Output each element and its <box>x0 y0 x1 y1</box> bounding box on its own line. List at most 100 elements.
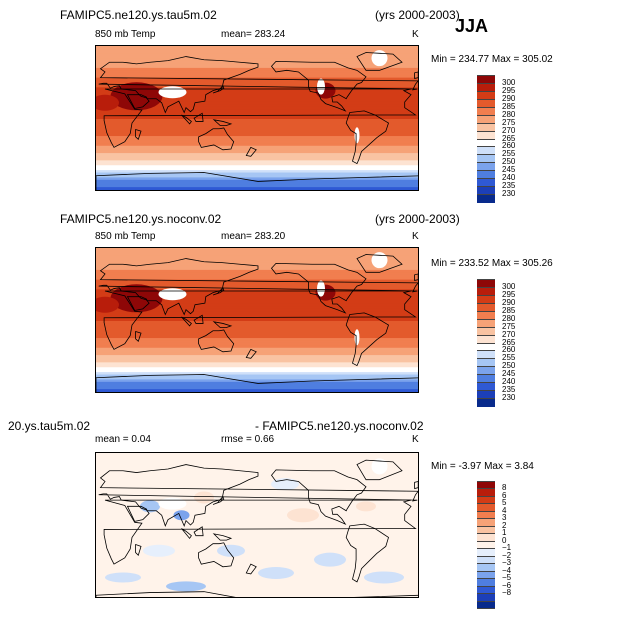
field-band <box>96 294 418 298</box>
field-band <box>96 325 418 329</box>
field-band <box>96 318 418 322</box>
field-band <box>96 362 418 366</box>
field-band <box>96 160 418 164</box>
land-outline <box>193 314 204 324</box>
colorbar-cell <box>477 390 495 399</box>
colorbar-tick-label: 260 <box>502 141 516 151</box>
field-band <box>96 167 418 171</box>
colorbar-cell <box>477 593 495 602</box>
colorbar-tick-label: 265 <box>502 133 516 143</box>
masked-region <box>158 497 187 510</box>
colorbar-cell <box>477 310 495 320</box>
masked-region <box>371 50 388 67</box>
field-band <box>96 184 418 188</box>
panel1-colorbar <box>477 75 495 203</box>
anomaly-region <box>356 501 376 512</box>
colorbar-tick-label: 240 <box>502 377 516 387</box>
colorbar-tick-label: −4 <box>502 565 512 575</box>
field-band <box>96 165 418 169</box>
field-band <box>96 359 418 363</box>
panel2-mean: mean= 283.20 <box>221 231 286 242</box>
anomaly-region <box>240 516 276 533</box>
field-band <box>96 328 418 332</box>
field-band <box>96 157 418 161</box>
field-band <box>96 97 418 101</box>
land-outline <box>126 94 150 109</box>
land-outline <box>198 542 235 568</box>
anomaly-region <box>105 572 141 583</box>
panel3-field-svg <box>96 453 418 597</box>
masked-region <box>371 458 388 475</box>
field-band <box>96 140 418 144</box>
masked-region <box>354 127 360 144</box>
colorbar-tick-label: 265 <box>502 337 516 347</box>
colorbar-tick-label: −6 <box>502 580 512 590</box>
field-band <box>96 291 418 295</box>
colorbar-cell <box>477 563 495 572</box>
colorbar-tick-label: −3 <box>502 558 512 568</box>
land-outline <box>270 263 367 314</box>
masked-region <box>354 329 360 346</box>
colorbar-tick-label: 275 <box>502 321 516 331</box>
field-band <box>96 299 418 303</box>
colorbar-tick-label: 280 <box>502 109 516 119</box>
field-band <box>96 267 418 271</box>
season-label: JJA <box>455 16 489 36</box>
land-outline <box>198 329 235 353</box>
colorbar-tick-label: 230 <box>502 393 516 403</box>
field-band <box>96 174 418 178</box>
field-band <box>96 260 418 264</box>
field-band <box>96 350 418 354</box>
field-band <box>96 386 418 390</box>
field-band <box>96 282 418 286</box>
panel1-mean: mean= 283.24 <box>221 29 286 40</box>
colorbar-tick-label: 280 <box>502 313 516 323</box>
field-band <box>96 162 418 166</box>
field-band <box>96 284 418 288</box>
panel1-minmax: Min = 234.77 Max = 305.02 <box>431 54 553 65</box>
colorbar-cell <box>477 106 495 116</box>
field-band <box>96 277 418 281</box>
colorbar-cell <box>477 555 495 564</box>
colorbar-cell <box>477 382 495 391</box>
field-band <box>96 58 418 62</box>
field-band <box>96 92 418 96</box>
land-outline <box>270 61 367 112</box>
colorbar-cell <box>477 570 495 579</box>
colorbar-tick-label: 290 <box>502 297 516 307</box>
land-outline <box>345 312 389 367</box>
anomaly-region <box>364 571 404 584</box>
field-band <box>96 384 418 388</box>
land-outline <box>198 127 235 151</box>
colorbar-cell <box>477 533 495 542</box>
land-outline <box>270 469 367 526</box>
field-band <box>96 170 418 174</box>
field-band <box>96 172 418 176</box>
colorbar-cell <box>477 525 495 534</box>
field-band <box>96 374 418 378</box>
colorbar-cell <box>477 350 495 359</box>
land-outline <box>96 591 418 597</box>
field-band <box>96 65 418 69</box>
land-outline <box>212 533 233 541</box>
masked-region <box>158 288 187 301</box>
colorbar-tick-label: 300 <box>502 77 516 87</box>
field-band <box>96 138 418 142</box>
field-band <box>96 379 418 383</box>
colorbar-cell <box>477 279 495 288</box>
land-outline <box>126 505 150 522</box>
field-band <box>96 345 418 349</box>
field-band <box>96 55 418 59</box>
colorbar-cell <box>477 82 495 92</box>
anomaly-region <box>394 520 410 529</box>
colorbar-cell <box>477 398 495 407</box>
land-outline <box>135 544 142 556</box>
colorbar-cell <box>477 578 495 587</box>
colorbar-tick-label: 255 <box>502 353 516 363</box>
colorbar-cell <box>477 488 495 497</box>
field-band <box>96 150 418 154</box>
colorbar-cell <box>477 510 495 519</box>
field-band <box>96 335 418 339</box>
land-outline <box>181 528 192 539</box>
colorbar-cell <box>477 75 495 84</box>
